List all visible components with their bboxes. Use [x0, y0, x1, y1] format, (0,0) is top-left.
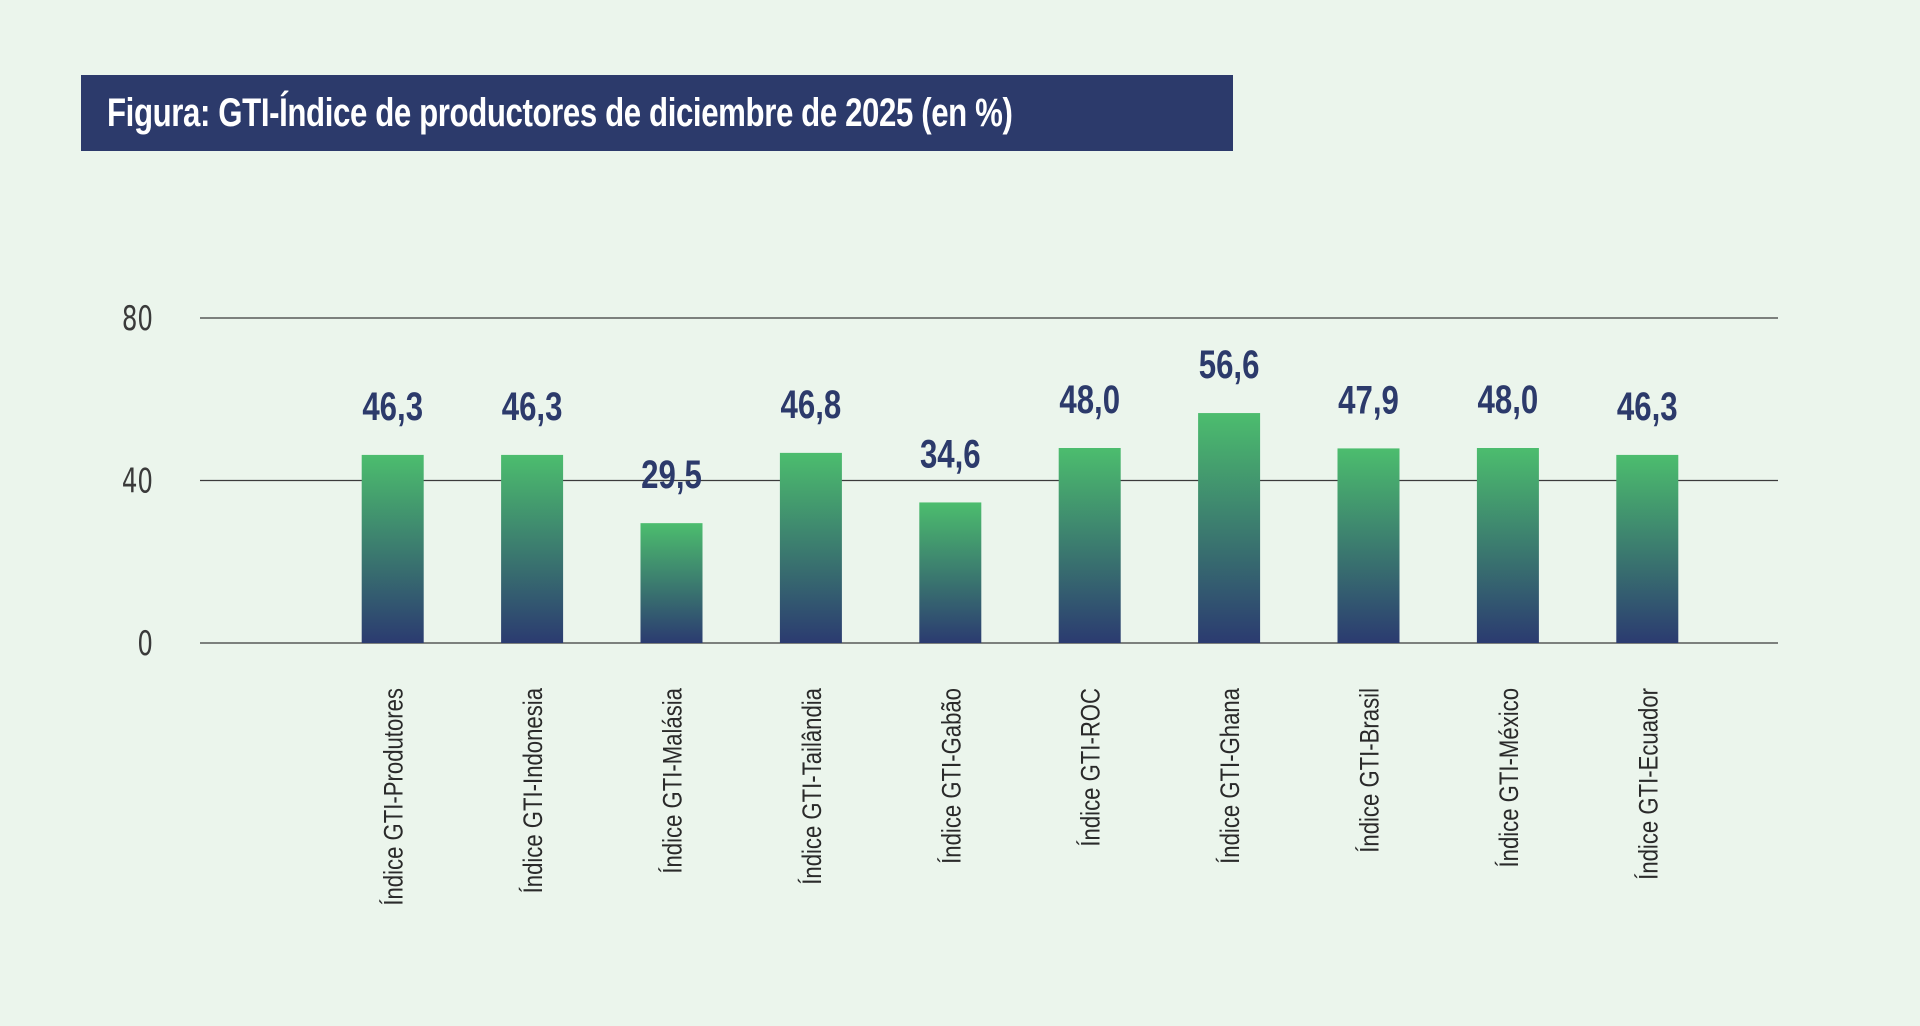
- bar: [501, 454, 564, 643]
- data-label: 46,3: [362, 384, 423, 429]
- data-label: 47,9: [1338, 378, 1399, 423]
- data-label: 48,0: [1059, 377, 1120, 422]
- x-tick-label: Índice GTI-Ecuador: [1634, 688, 1664, 880]
- y-tick-label: 40: [122, 462, 153, 501]
- y-tick-label: 80: [122, 299, 153, 338]
- data-label: 56,6: [1199, 342, 1260, 387]
- data-label: 34,6: [920, 432, 981, 477]
- chart-title: Figura: GTI-Índice de productores de dic…: [107, 90, 1013, 135]
- bar: [1616, 454, 1679, 643]
- category-labels: Índice GTI-Produtores Índice GTI-Indonesi…: [380, 688, 1664, 906]
- x-tick-label: Índice GTI-ROC: [1077, 688, 1107, 847]
- bars: [361, 413, 1679, 643]
- bar: [1058, 448, 1121, 643]
- bar: [1476, 448, 1539, 643]
- x-tick-label: Índice GTI-Produtores: [380, 688, 410, 906]
- bar: [361, 454, 424, 643]
- data-label: 29,5: [641, 452, 702, 497]
- x-tick-label: Índice GTI-Gabão: [937, 688, 967, 864]
- x-tick-label: Índice GTI-Indonesia: [519, 688, 549, 894]
- bar: [640, 523, 703, 643]
- value-labels: 46,3 46,3 29,5 46,8 34,6 48,0 56,6 47,9 48,0 46,3: [362, 342, 1677, 497]
- y-axis-ticks: 0 40 80: [122, 299, 153, 663]
- x-tick-label: Índice GTI-Brasil: [1356, 688, 1386, 853]
- bar: [1337, 448, 1400, 643]
- x-tick-label: Índice GTI-Malásia: [659, 688, 689, 874]
- chart-title-banner: Figura: GTI-Índice de productores de dic…: [81, 75, 1233, 151]
- x-tick-label: Índice GTI-Tailândia: [798, 688, 828, 885]
- x-tick-label: Índice GTI-México: [1495, 688, 1525, 867]
- bar: [919, 502, 982, 643]
- gridlines: [200, 317, 1778, 644]
- bar: [779, 452, 842, 643]
- x-tick-label: Índice GTI-Ghana: [1216, 688, 1246, 864]
- data-label: 46,8: [781, 382, 842, 427]
- y-tick-label: 0: [137, 624, 153, 663]
- data-label: 46,3: [1617, 384, 1678, 429]
- data-label: 48,0: [1478, 377, 1539, 422]
- bar: [1198, 413, 1261, 643]
- data-label: 46,3: [502, 384, 563, 429]
